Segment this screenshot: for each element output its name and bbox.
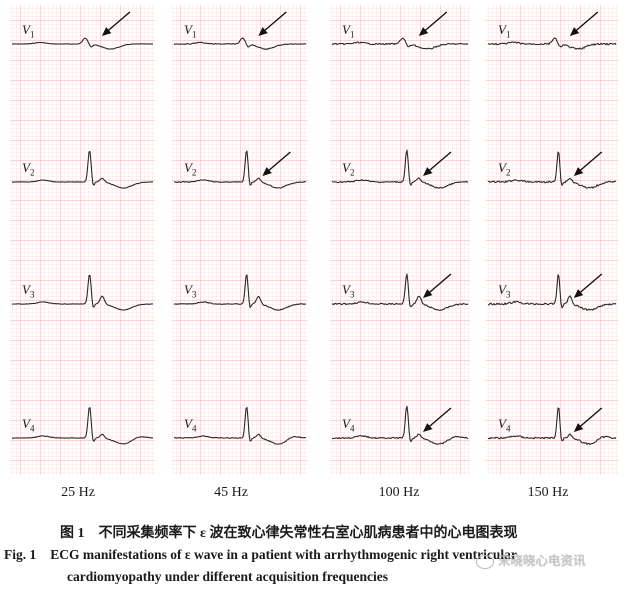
ecg-trace-150hz-v3 <box>487 274 617 311</box>
lead-label-v3: V3 <box>498 282 511 300</box>
epsilon-arrow-shaft <box>426 407 452 430</box>
ecg-trace-150hz-v4 <box>487 407 617 446</box>
ecg-trace-100hz-v1 <box>331 37 469 50</box>
watermark-text: 宋晓晓心电资讯 <box>498 553 586 568</box>
watermark: 宋晓晓心电资讯 <box>476 550 586 569</box>
ecg-grid-panel-4 <box>486 5 618 475</box>
epsilon-arrow-shaft <box>265 151 291 174</box>
lead-label-v4: V4 <box>498 416 511 434</box>
epsilon-arrow-icon <box>423 289 433 298</box>
lead-label-v3: V3 <box>184 282 197 300</box>
epsilon-arrow-shaft <box>426 273 452 296</box>
caption-cn-label: 图 1 <box>60 526 85 541</box>
epsilon-arrow-icon <box>569 27 580 36</box>
epsilon-arrow-shaft <box>422 11 448 34</box>
lead-label-v3: V3 <box>342 282 355 300</box>
ecg-trace-45hz-v4 <box>173 406 307 445</box>
lead-label-v1: V1 <box>184 22 197 40</box>
ecg-trace-25hz-v2 <box>11 151 154 189</box>
epsilon-arrow-shaft <box>577 273 603 296</box>
caption-en-label: Fig. 1 <box>4 547 37 562</box>
caption-cn-text: 不同采集频率下 ε 波在致心律失常性右室心肌病患者中的心电图表现 <box>98 526 518 541</box>
ecg-trace-25hz-v4 <box>11 407 154 445</box>
ecg-trace-100hz-v4 <box>331 405 469 445</box>
lead-label-v4: V4 <box>342 416 355 434</box>
epsilon-arrow-shaft <box>426 151 452 174</box>
caption-en-text-1: ECG manifestations of ε wave in a patien… <box>50 547 517 562</box>
epsilon-arrow-icon <box>423 167 433 176</box>
epsilon-arrow-icon <box>573 167 584 176</box>
ecg-trace-100hz-v3 <box>331 273 469 311</box>
wechat-icon <box>476 554 494 569</box>
epsilon-arrow-icon <box>258 27 268 36</box>
freq-label-25hz: 25 Hz <box>61 485 95 500</box>
ecg-trace-150hz-v2 <box>487 151 616 189</box>
lead-label-v1: V1 <box>22 22 35 40</box>
freq-label-100hz: 100 Hz <box>378 485 420 500</box>
lead-label-v3: V3 <box>22 282 35 300</box>
ecg-grid-panel-1 <box>10 5 155 475</box>
epsilon-arrow-icon <box>573 289 584 298</box>
caption-english-line1: Fig. 1 ECG manifestations of ε wave in a … <box>4 547 517 563</box>
caption-english-line2: cardiomyopathy under different acquisiti… <box>67 569 389 584</box>
epsilon-arrow-icon <box>573 423 584 432</box>
caption-chinese: 图 1 不同采集频率下 ε 波在致心律失常性右室心肌病患者中的心电图表现 <box>60 522 517 542</box>
lead-label-v4: V4 <box>184 416 197 434</box>
lead-label-v4: V4 <box>22 416 35 434</box>
ecg-trace-25hz-v1 <box>12 37 154 50</box>
lead-label-v1: V1 <box>342 22 355 40</box>
lead-label-v2: V2 <box>22 160 35 178</box>
epsilon-arrow-shaft <box>573 11 599 34</box>
epsilon-arrow-icon <box>101 27 112 36</box>
epsilon-arrow-icon <box>423 423 433 432</box>
epsilon-arrow-shaft <box>577 407 603 430</box>
lead-label-v2: V2 <box>498 160 511 178</box>
ecg-trace-100hz-v2 <box>331 149 469 189</box>
lead-label-v2: V2 <box>342 160 355 178</box>
epsilon-arrow-shaft <box>577 151 603 174</box>
ecg-grid-panel-2 <box>172 5 308 475</box>
lead-label-v2: V2 <box>184 160 197 178</box>
lead-label-v1: V1 <box>498 22 511 40</box>
epsilon-arrow-icon <box>262 167 272 176</box>
freq-label-150hz: 150 Hz <box>527 485 569 500</box>
ecg-trace-25hz-v3 <box>11 274 154 311</box>
epsilon-arrow-icon <box>418 27 429 36</box>
epsilon-arrow-shaft <box>261 11 287 34</box>
freq-label-45hz: 45 Hz <box>214 485 248 500</box>
ecg-trace-45hz-v1 <box>173 37 307 50</box>
epsilon-arrow-shaft <box>105 11 131 34</box>
ecg-trace-45hz-v3 <box>173 274 307 311</box>
ecg-trace-150hz-v1 <box>487 37 617 50</box>
ecg-trace-45hz-v2 <box>173 150 307 189</box>
ecg-grid-panel-3 <box>330 5 470 475</box>
